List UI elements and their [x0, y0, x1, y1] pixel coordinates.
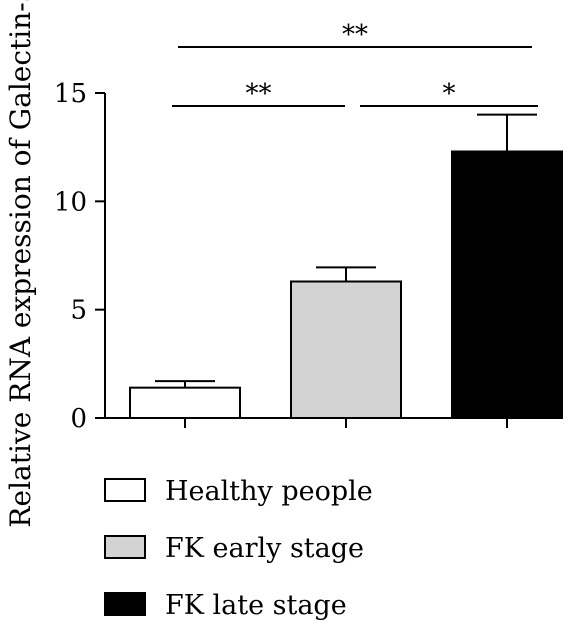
- legend-label: FK late stage: [165, 590, 347, 621]
- significance-label: *: [443, 79, 456, 109]
- y-axis-ticks: 0 5 10 15: [54, 79, 105, 434]
- legend-label: FK early stage: [165, 533, 364, 564]
- bar: [451, 150, 563, 419]
- y-axis-label: Relative RNA expression of Galectin-3: [4, 0, 37, 528]
- legend-label: Healthy people: [165, 476, 373, 507]
- y-tick-label: 15: [54, 79, 87, 109]
- significance-label: **: [246, 79, 272, 109]
- bar: [290, 280, 402, 419]
- legend-swatch: [104, 592, 146, 616]
- significance-brackets: ** ***: [172, 20, 538, 109]
- x-axis-ticks: [184, 418, 508, 428]
- bar: [129, 386, 241, 419]
- bars: [129, 150, 563, 419]
- y-tick-label: 0: [70, 404, 87, 434]
- legend-swatch: [104, 478, 146, 502]
- legend-swatch: [104, 535, 146, 559]
- significance-label: **: [342, 20, 368, 50]
- error-bars: [155, 113, 537, 388]
- y-tick-label: 10: [54, 187, 87, 217]
- y-tick-label: 5: [70, 296, 87, 326]
- legend: Healthy people FK early stage FK late stag…: [104, 476, 373, 621]
